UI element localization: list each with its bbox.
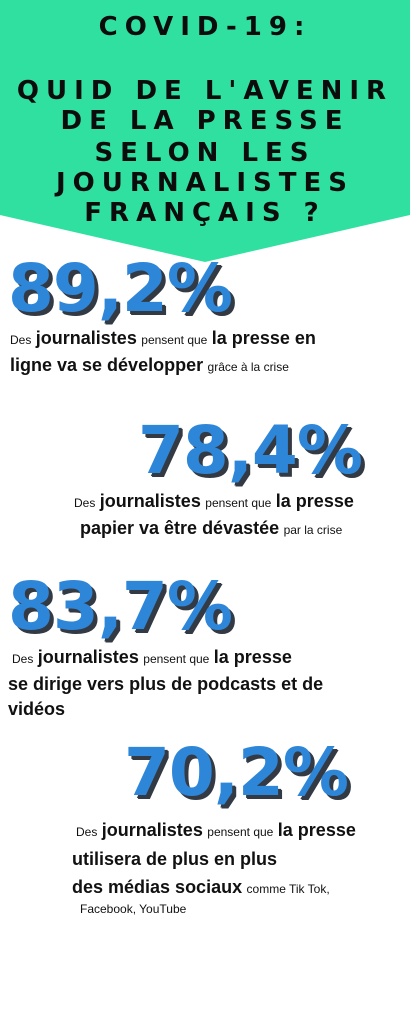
stat-text-pensent: pensent que — [141, 333, 208, 347]
title-line-1: COVID-19: — [98, 12, 312, 42]
stat-text-bold: la presse — [277, 820, 356, 840]
stat-text-pensent: pensent que — [205, 496, 272, 510]
stat-text-2-line-2: papier va être dévastée par la crise — [80, 516, 342, 542]
title-line-5: JOURNALISTES — [56, 168, 354, 198]
stat-text-tail: comme Tik Tok, — [246, 882, 330, 896]
stat-text-bold: la presse — [275, 491, 354, 511]
stat-text-4-line-4: Facebook, YouTube — [80, 897, 186, 921]
stat-text-4-line-2: utilisera de plus en plus — [72, 847, 277, 873]
title-line-6: FRANÇAIS ? — [84, 198, 326, 228]
stat-text-4-line-1: Des journalistes pensent que la presse — [76, 818, 356, 844]
stat-text-1-line-1: Des journalistes pensent que la presse e… — [10, 326, 316, 352]
stat-value-4: 70,2% — [124, 734, 349, 811]
stat-text-4-line-3: des médias sociaux comme Tik Tok, — [72, 875, 330, 901]
stat-text-journalistes: journalistes — [35, 328, 137, 348]
stat-text-journalistes: journalistes — [99, 491, 201, 511]
stat-text-3-line-1: Des journalistes pensent que la presse — [12, 645, 292, 671]
stat-text-tail: grâce à la crise — [207, 360, 289, 374]
stat-text-tail-2: Facebook, YouTube — [80, 902, 187, 916]
stat-text-bold: papier va être dévastée — [80, 518, 280, 538]
stat-text-journalistes: journalistes — [101, 820, 203, 840]
stat-text-journalistes: journalistes — [37, 647, 139, 667]
stat-value-3: 83,7% — [8, 568, 233, 645]
stat-text-pensent: pensent que — [207, 825, 274, 839]
stat-text-3-line-2: se dirige vers plus de podcasts et de — [8, 672, 323, 698]
title-banner: COVID-19: QUID DE L'AVENIR DE LA PRESSE … — [0, 0, 410, 262]
stat-text-des: Des — [10, 333, 32, 347]
stat-text-bold: ligne va se développer — [10, 355, 204, 375]
stat-text-bold: la presse en — [211, 328, 316, 348]
title-line-3: DE LA PRESSE — [60, 106, 350, 136]
stat-text-des: Des — [12, 652, 34, 666]
stat-text-3-line-3: vidéos — [8, 697, 65, 723]
title-line-4: SELON LES — [94, 138, 316, 168]
stat-value-2: 78,4% — [138, 412, 363, 489]
stat-text-pensent: pensent que — [143, 652, 210, 666]
stat-value-1: 89,2% — [8, 250, 233, 327]
stat-text-bold: se dirige vers plus de podcasts et de — [8, 674, 324, 694]
stat-text-2-line-1: Des journalistes pensent que la presse — [74, 489, 354, 515]
stat-text-bold: utilisera de plus en plus — [72, 849, 278, 869]
title-line-2: QUID DE L'AVENIR — [16, 76, 394, 106]
stat-text-des: Des — [76, 825, 98, 839]
stat-text-1-line-2: ligne va se développer grâce à la crise — [10, 353, 289, 379]
stat-text-des: Des — [74, 496, 96, 510]
stat-text-bold: la presse — [213, 647, 292, 667]
stat-text-bold: des médias sociaux — [72, 877, 243, 897]
stat-text-tail: par la crise — [283, 523, 343, 537]
stat-text-bold: vidéos — [8, 699, 66, 719]
